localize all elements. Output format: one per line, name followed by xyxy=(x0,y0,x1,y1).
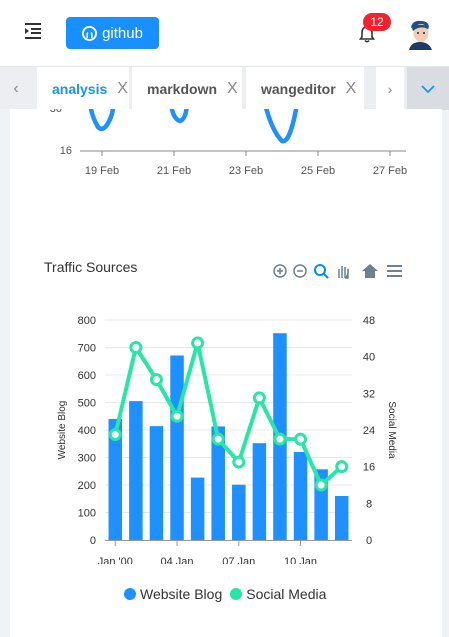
x-tick-label: Jan '00 xyxy=(98,556,133,564)
reset-home-icon[interactable] xyxy=(362,264,378,278)
chart-toolbar xyxy=(273,264,402,279)
bar xyxy=(129,401,143,540)
tab-label: markdown xyxy=(147,80,218,97)
y2-tick-label: 0 xyxy=(366,535,372,547)
line-point xyxy=(191,336,205,350)
y2-tick-label: 8 xyxy=(366,498,372,510)
menu-unfold-icon[interactable] xyxy=(22,20,44,40)
traffic-sources-chart: 0 100 200 300 400 500 600 700 800 0 8 16 24 32 40 48 J… xyxy=(57,315,397,564)
y2-tick-label: 48 xyxy=(363,315,375,327)
y-tick-label: 30 xyxy=(50,109,62,115)
line-point xyxy=(335,460,349,474)
y-tick-label: 600 xyxy=(78,370,96,382)
y-axis-title: Website Blog xyxy=(57,401,68,460)
line-point xyxy=(170,409,184,423)
y-tick-label: 800 xyxy=(78,315,96,327)
line-point xyxy=(149,373,163,387)
notification-badge: 12 xyxy=(363,13,391,31)
bar xyxy=(108,419,123,540)
line-point xyxy=(232,455,246,469)
pan-icon[interactable] xyxy=(338,266,349,279)
bar xyxy=(190,477,205,540)
x-tick-label: 27 Feb xyxy=(373,165,407,177)
chart-legend: Website Blog Social Media xyxy=(124,586,326,602)
tab-bar: ‹ analysis X markdown X wangeditor X › xyxy=(0,66,449,110)
close-icon[interactable]: X xyxy=(227,79,238,97)
zoom-out-icon[interactable] xyxy=(293,264,307,278)
y2-tick-label: 40 xyxy=(363,352,375,364)
tab-markdown[interactable]: markdown X xyxy=(132,67,242,110)
chart-title: Traffic Sources xyxy=(44,259,138,275)
bar xyxy=(149,426,164,540)
tab-label: analysis xyxy=(52,80,108,97)
tab-scroll-left-button[interactable]: ‹ xyxy=(0,67,32,110)
y-tick-label: 300 xyxy=(78,453,96,465)
chevron-left-icon: ‹ xyxy=(13,79,19,97)
y-tick-label: 700 xyxy=(78,343,96,355)
x-tick-label: 19 Feb xyxy=(85,165,119,177)
github-button[interactable]: github xyxy=(66,17,159,49)
line-point xyxy=(108,428,122,442)
line-point xyxy=(273,432,287,446)
tab-label: wangeditor xyxy=(261,80,336,97)
zoom-in-icon[interactable] xyxy=(273,264,287,278)
line-point xyxy=(129,341,143,354)
tab-scroll-right-button[interactable]: › xyxy=(376,67,404,110)
chevron-right-icon: › xyxy=(387,80,393,97)
x-tick-label: 10 Jan xyxy=(284,556,317,564)
y-tick-label: 200 xyxy=(78,480,96,492)
y-tick-label: 500 xyxy=(78,398,96,410)
user-avatar[interactable] xyxy=(406,18,434,50)
top-header: github 12 xyxy=(0,0,449,66)
tab-more-button[interactable] xyxy=(407,67,449,110)
y2-tick-label: 32 xyxy=(363,388,375,400)
y2-tick-label: 16 xyxy=(363,462,375,474)
bar xyxy=(211,426,225,540)
y-tick-label: 400 xyxy=(78,425,96,437)
y2-axis-title: Social Media xyxy=(386,401,397,459)
chevron-down-icon xyxy=(421,84,435,93)
bar xyxy=(170,355,184,540)
series-line xyxy=(113,340,344,487)
top-line-chart: 30 16 19 Feb 21 Feb 23 Feb 25 Feb 27 Feb xyxy=(50,109,407,177)
tab-analysis[interactable]: analysis X xyxy=(37,67,129,110)
x-tick-label: 23 Feb xyxy=(229,165,263,177)
content-card: 30 16 19 Feb 21 Feb 23 Feb 25 Feb 27 Feb Tra… xyxy=(10,109,442,637)
y-tick-label: 100 xyxy=(78,508,96,520)
close-icon[interactable]: X xyxy=(345,79,357,97)
x-tick-label: 25 Feb xyxy=(301,165,335,177)
line-point xyxy=(211,432,225,446)
legend-marker-website-blog xyxy=(124,588,136,600)
tab-wangeditor[interactable]: wangeditor X xyxy=(246,67,364,110)
close-icon[interactable]: X xyxy=(117,79,128,97)
x-tick-label: 04 Jan xyxy=(161,556,194,564)
y-tick-label: 0 xyxy=(90,535,96,547)
bar xyxy=(252,443,267,540)
legend-label-social-media[interactable]: Social Media xyxy=(246,586,327,602)
x-tick-label: 21 Feb xyxy=(157,165,191,177)
menu-icon[interactable] xyxy=(387,265,402,277)
y-tick-label: 16 xyxy=(60,145,72,157)
bar xyxy=(334,496,349,540)
legend-marker-social-media xyxy=(230,588,243,600)
bar xyxy=(232,484,246,540)
bar xyxy=(293,452,308,540)
x-tick-label: 07 Jan xyxy=(222,556,255,564)
line-point xyxy=(252,391,266,405)
line-point xyxy=(294,432,308,446)
legend-label-website-blog[interactable]: Website Blog xyxy=(140,586,223,602)
line-point xyxy=(314,478,328,492)
github-icon xyxy=(82,25,98,41)
github-label: github xyxy=(102,24,143,42)
y2-tick-label: 24 xyxy=(363,425,375,437)
selection-zoom-icon[interactable] xyxy=(314,264,329,279)
series-line xyxy=(88,109,299,144)
